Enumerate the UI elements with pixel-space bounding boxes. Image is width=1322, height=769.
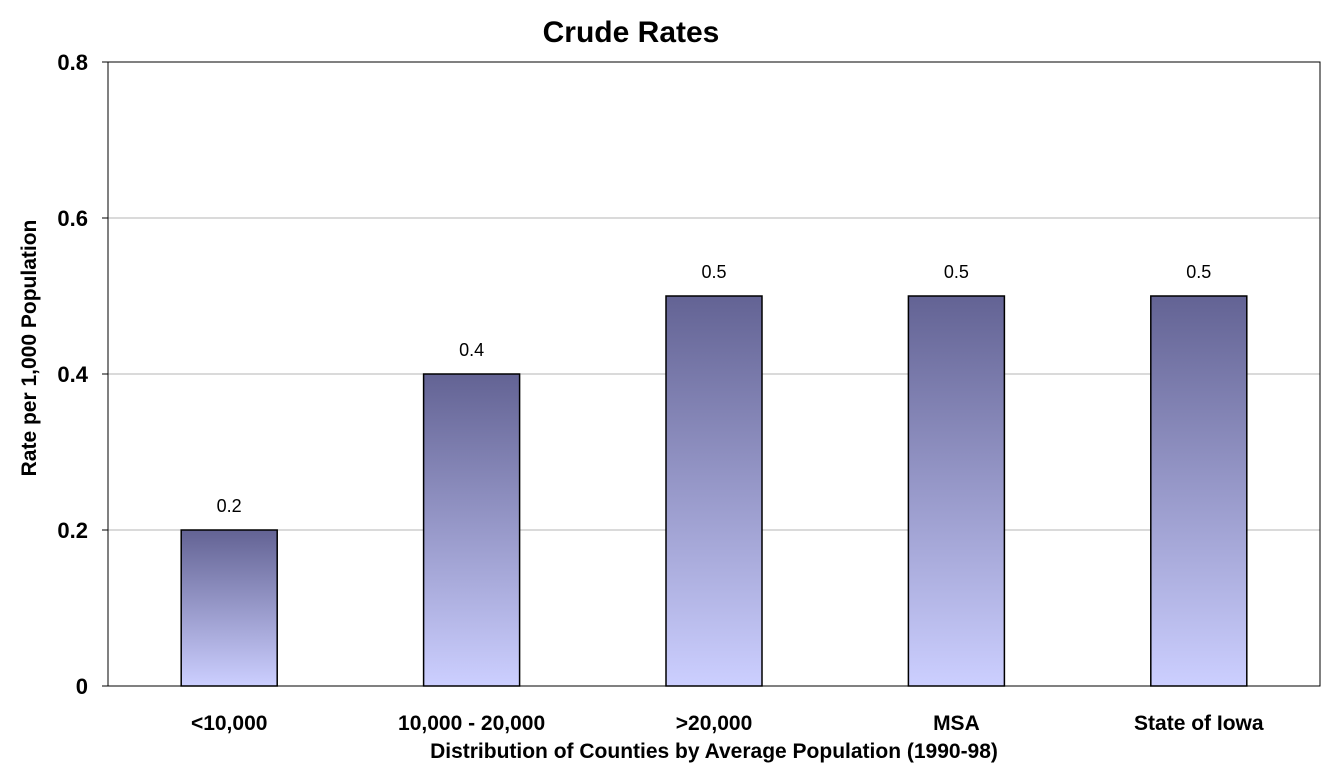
x-tick-label: <10,000 (191, 712, 268, 735)
x-tick-label: 10,000 - 20,000 (398, 712, 545, 735)
x-tick-label: MSA (933, 712, 980, 735)
bar (422, 373, 521, 687)
y-axis-label: Rate per 1,000 Population (18, 220, 41, 477)
bar (180, 529, 278, 687)
chart-title: Crude Rates (543, 16, 720, 49)
y-axis-ticks: 0 0.2 0.4 0.6 0.8 (57, 50, 108, 699)
bar-data-label: 0.4 (459, 340, 484, 360)
y-tick-label: 0.4 (57, 362, 88, 387)
y-tick-label: 0.6 (57, 206, 88, 231)
y-tick-label: 0.8 (57, 50, 88, 75)
bar (1150, 295, 1248, 687)
bar-data-label: 0.5 (944, 262, 969, 282)
bar-data-label: 0.2 (217, 496, 242, 516)
data-labels: 0.2 0.4 0.5 0.5 0.5 (217, 262, 1212, 516)
x-axis-ticks: <10,000 10,000 - 20,000 >20,000 MSA State of… (191, 712, 1264, 735)
bars (180, 295, 1248, 687)
y-tick-label: 0.2 (57, 518, 88, 543)
bar-data-label: 0.5 (1186, 262, 1211, 282)
y-tick-label: 0 (76, 674, 88, 699)
bar (907, 295, 1006, 687)
x-axis-label: Distribution of Counties by Average Popu… (430, 740, 998, 763)
x-tick-label: State of Iowa (1134, 712, 1264, 735)
x-tick-label: >20,000 (676, 712, 753, 735)
bar (665, 295, 763, 687)
bar-data-label: 0.5 (701, 262, 726, 282)
